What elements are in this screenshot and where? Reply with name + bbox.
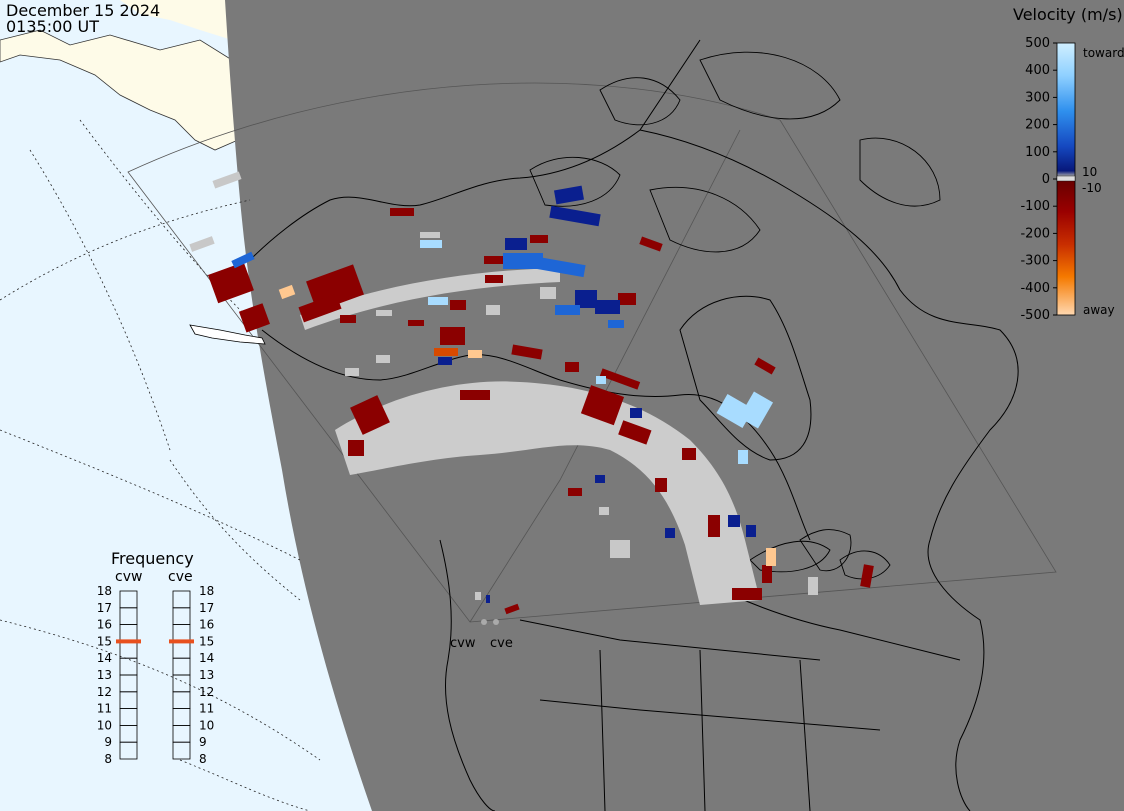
frequency-level-label: 17: [97, 601, 112, 615]
hudson-bay: [679, 295, 812, 461]
frequency-level-label: 11: [199, 702, 214, 716]
velocity-cells-away-mid: [434, 348, 458, 356]
legend-tick-label: 500: [1025, 36, 1050, 51]
radar-label-cvw: cvw: [450, 636, 476, 651]
great-lakes: [749, 529, 891, 580]
legend-tick-label: -200: [1020, 226, 1050, 241]
radar-site-cve: [493, 619, 499, 625]
frequency-level-label: 18: [199, 584, 214, 598]
frequency-level-label: 17: [199, 601, 214, 615]
frequency-level-label: 12: [97, 685, 112, 699]
radar-label-cve: cve: [490, 636, 513, 651]
frequency-level-label: 8: [104, 752, 112, 766]
frequency-marker: [169, 639, 194, 644]
frequency-level-label: 12: [199, 685, 214, 699]
velocity-cells-away: [207, 208, 874, 615]
frequency-radar-cve: cve: [168, 569, 193, 585]
legend-tick-label: -500: [1020, 308, 1050, 323]
frequency-level-label: 14: [97, 651, 112, 665]
legend-tick-label: -400: [1020, 281, 1050, 296]
frequency-level-label: 13: [199, 668, 214, 682]
nightside: [225, 0, 1124, 811]
time-label: 0135:00 UT: [6, 17, 99, 36]
frequency-cell: [172, 741, 191, 760]
frequency-level-label: 11: [97, 702, 112, 716]
frequency-marker: [116, 639, 141, 644]
velocity-cells-toward-mid: [231, 251, 624, 328]
frequency-level-label: 15: [199, 634, 214, 648]
legend-label-away: away: [1083, 303, 1115, 317]
legend-tick-label: 100: [1025, 145, 1050, 160]
velocity-cells-near-zero: [189, 171, 818, 600]
alaska-land: [0, 29, 239, 151]
date-label: December 15 2024: [6, 1, 160, 20]
arctic-islands: [529, 51, 941, 253]
legend-tick-label: 400: [1025, 63, 1050, 78]
radar-sites: cvw cve: [450, 619, 513, 651]
frequency-level-label: 18: [97, 584, 112, 598]
legend-label-10: 10: [1082, 165, 1097, 179]
frequency-panel: Frequency cvw cve 18 17 16 15 14 13 12 11 10 9 8 18…: [97, 549, 215, 766]
velocity-cells-toward-light: [420, 240, 774, 464]
frequency-level-label: 14: [199, 651, 214, 665]
frequency-level-label: 10: [97, 718, 112, 732]
legend-tick-label: 300: [1025, 90, 1050, 105]
frequency-level-label: 15: [97, 634, 112, 648]
legend-label-toward: toward: [1083, 46, 1124, 60]
frequency-cell: [119, 741, 138, 760]
alaska-land-north: [120, 0, 232, 40]
fov-outline: [127, 82, 1057, 623]
legend-zero-band: [1056, 175, 1076, 182]
velocity-legend: Velocity (m/s) 500 400 300 200 100 0 -100 -200 -…: [1013, 5, 1124, 323]
frequency-level-label: 16: [199, 618, 214, 632]
legend-tick-label: -100: [1020, 199, 1050, 214]
legend-tick-label: 0: [1042, 172, 1050, 187]
legend-label-minus10: -10: [1082, 181, 1102, 195]
frequency-level-label: 8: [199, 752, 207, 766]
radar-site-cvw: [481, 619, 487, 625]
frequency-level-label: 16: [97, 618, 112, 632]
ground-scatter: [300, 268, 760, 605]
frequency-level-label: 9: [199, 735, 207, 749]
aleutian-peninsula: [189, 324, 266, 345]
frequency-title: Frequency: [111, 549, 194, 568]
legend-tick-label: -300: [1020, 254, 1050, 269]
legend-tick-label: 200: [1025, 118, 1050, 133]
legend-title: Velocity (m/s): [1013, 5, 1123, 24]
frequency-level-label: 13: [97, 668, 112, 682]
velocity-cells-toward-strong: [438, 185, 756, 603]
velocity-cells-away-light: [278, 284, 776, 566]
frequency-level-label: 9: [104, 735, 112, 749]
frequency-level-label: 10: [199, 718, 214, 732]
frequency-radar-cvw: cvw: [115, 569, 142, 585]
